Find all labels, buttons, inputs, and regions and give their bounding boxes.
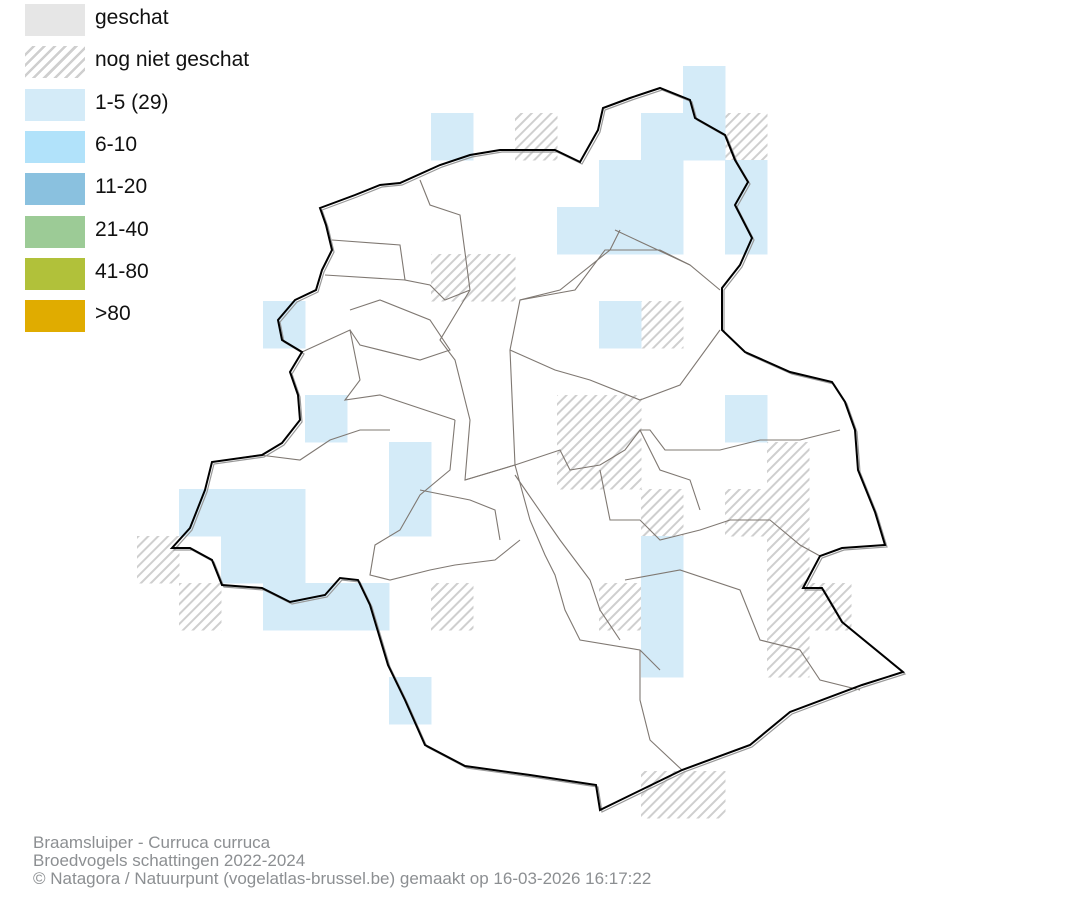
- cell-not-estimated: [641, 489, 684, 537]
- legend-item: 6-10: [25, 130, 325, 163]
- legend-label: 21-40: [95, 217, 149, 241]
- credit-line: © Natagora / Natuurpunt (vogelatlas-brus…: [33, 869, 652, 888]
- legend-swatch: [25, 173, 85, 206]
- cell-not-estimated: [809, 583, 852, 631]
- legend-swatch: [25, 4, 85, 36]
- dataset-subtitle: Broedvogels schattingen 2022-2024: [33, 851, 306, 870]
- legend-item: 1-5 (29): [25, 88, 325, 121]
- cell-not-estimated: [683, 771, 726, 819]
- legend-label: >80: [95, 302, 131, 326]
- cell-not-estimated: [725, 489, 768, 537]
- cell-not-estimated: [767, 583, 810, 631]
- legend-swatch: [25, 215, 85, 248]
- legend-label: 6-10: [95, 132, 138, 156]
- cell-not-estimated: [557, 395, 600, 443]
- commune-boundary: [211, 429, 390, 463]
- cell-not-estimated: [473, 254, 516, 302]
- cell-1-5: [725, 207, 768, 255]
- commune-boundary: [509, 329, 721, 401]
- legend-item: >80: [25, 300, 325, 333]
- legend-swatch: [25, 257, 85, 290]
- cell-not-estimated: [431, 583, 474, 631]
- cell-not-estimated: [767, 489, 810, 537]
- commune-boundary: [349, 299, 451, 361]
- cell-not-estimated: [641, 771, 684, 819]
- cell-not-estimated: [137, 536, 180, 584]
- legend-label: geschat: [95, 6, 169, 29]
- cell-1-5: [263, 536, 306, 584]
- legend-item: 11-20: [25, 173, 325, 206]
- cell-1-5: [263, 583, 306, 631]
- legend-label: nog niet geschat: [95, 48, 250, 72]
- legend-item: 41-80: [25, 257, 325, 290]
- cell-1-5: [683, 113, 726, 161]
- legend-item: nog niet geschat: [25, 46, 325, 79]
- cell-1-5: [221, 489, 264, 537]
- cell-1-5: [599, 207, 642, 255]
- commune-boundary: [614, 229, 691, 266]
- commune-boundary: [331, 179, 471, 301]
- cell-1-5: [221, 536, 264, 584]
- cell-1-5: [641, 207, 684, 255]
- commune-boundary: [624, 569, 861, 691]
- cell-1-5: [641, 630, 684, 678]
- commune-boundary: [369, 419, 521, 581]
- cell-1-5: [389, 442, 432, 490]
- cell-1-5: [599, 160, 642, 208]
- legend-label: 11-20: [95, 175, 148, 199]
- legend-item: 21-40: [25, 215, 325, 248]
- legend-item: geschat: [25, 4, 325, 36]
- cell-1-5: [557, 207, 600, 255]
- grid-cells: [137, 66, 852, 819]
- commune-boundary: [599, 469, 821, 557]
- cell-1-5: [179, 489, 222, 537]
- cell-1-5: [599, 301, 642, 349]
- cell-not-estimated: [515, 113, 558, 161]
- commune-boundary: [519, 249, 721, 301]
- cell-1-5: [725, 395, 768, 443]
- commune-boundary: [639, 429, 701, 511]
- cell-not-estimated: [179, 583, 222, 631]
- legend-swatch: [25, 300, 85, 333]
- commune-boundary: [514, 474, 621, 641]
- cell-1-5: [641, 160, 684, 208]
- cell-1-5: [305, 395, 348, 443]
- legend-label: 41-80: [95, 259, 149, 283]
- cell-1-5: [305, 583, 348, 631]
- legend-swatch: [25, 88, 85, 121]
- cell-1-5: [347, 583, 390, 631]
- cell-not-estimated: [767, 442, 810, 490]
- commune-boundary: [324, 274, 406, 281]
- species-title: Braamsluiper - Curruca curruca: [33, 833, 271, 852]
- cell-1-5: [431, 113, 474, 161]
- commune-boundary: [514, 464, 661, 671]
- region-outline: [169, 86, 906, 812]
- cell-1-5: [389, 677, 432, 725]
- commune-boundary: [419, 489, 501, 541]
- legend-swatch: [25, 130, 85, 163]
- cell-1-5: [641, 113, 684, 161]
- cell-not-estimated: [599, 442, 642, 490]
- cell-1-5: [263, 489, 306, 537]
- commune-boundaries: [211, 179, 861, 771]
- region-outline-shadow: [172, 89, 907, 813]
- legend-label: 1-5 (29): [95, 90, 169, 114]
- commune-boundary: [639, 650, 683, 771]
- cell-not-estimated: [599, 395, 642, 443]
- legend-swatch: [25, 46, 85, 79]
- cell-not-estimated: [767, 536, 810, 584]
- cell-not-estimated: [599, 583, 642, 631]
- cell-1-5: [641, 583, 684, 631]
- cell-not-estimated: [641, 301, 684, 349]
- commune-boundary: [301, 329, 456, 421]
- cell-1-5: [683, 66, 726, 114]
- map-footer: Braamsluiper - Curruca curruca Broedvoge…: [33, 834, 651, 888]
